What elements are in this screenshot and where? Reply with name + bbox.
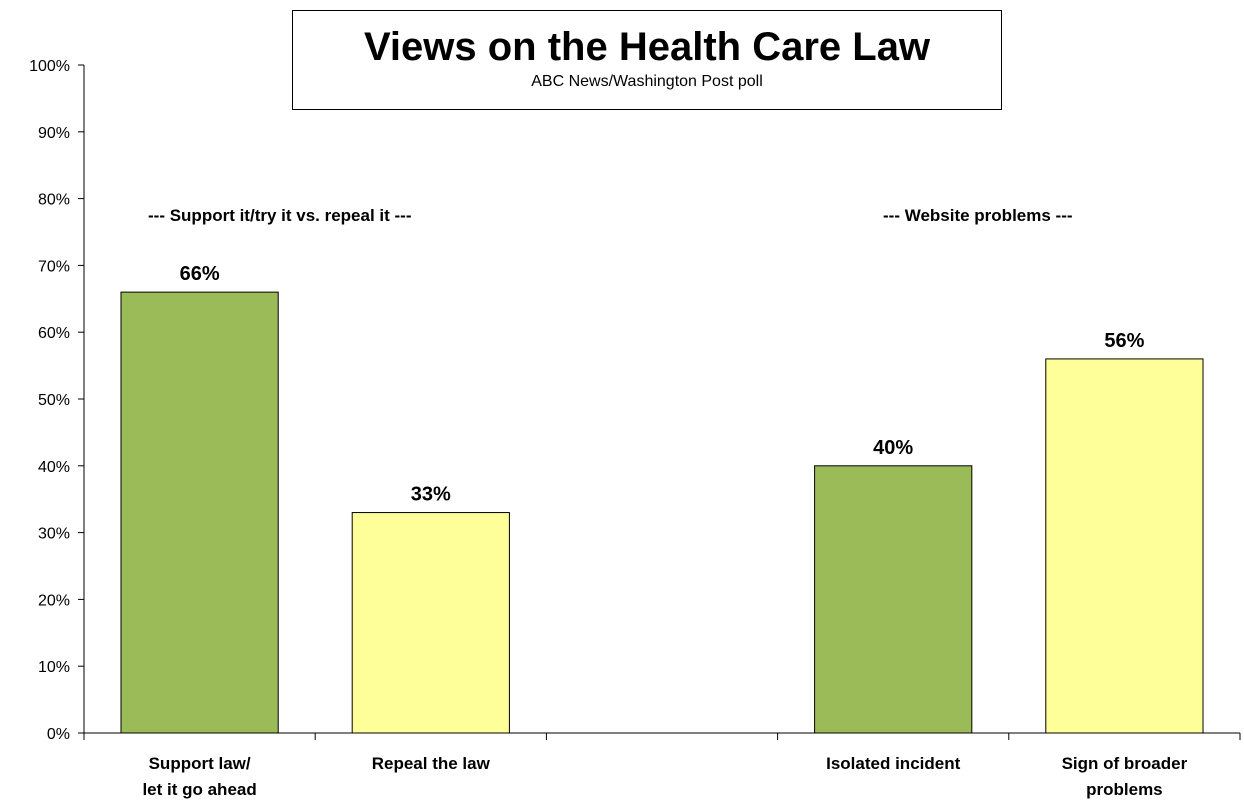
- x-tick-label: problems: [1086, 780, 1163, 799]
- x-tick-label: Isolated incident: [826, 754, 960, 773]
- x-tick-label: Support law/: [149, 754, 251, 773]
- chart-subtitle: ABC News/Washington Post poll: [531, 73, 763, 90]
- y-tick-label: 40%: [38, 459, 70, 476]
- y-tick-label: 10%: [38, 659, 70, 676]
- group-label-support-repeal: --- Support it/try it vs. repeal it ---: [148, 206, 412, 225]
- y-tick-label: 80%: [38, 192, 70, 209]
- data-label: 56%: [1104, 330, 1144, 352]
- data-label: 33%: [411, 484, 451, 506]
- axes: 0% 10% 20% 30% 40% 50% 60% 70% 80% 90% 100%: [29, 58, 1241, 743]
- y-tick-label: 100%: [29, 58, 70, 75]
- chart-title: Views on the Health Care Law: [363, 25, 931, 69]
- bar: [1045, 358, 1204, 734]
- title-box: Views on the Health Care Law ABC News/Wa…: [292, 10, 1002, 110]
- bar: [120, 291, 279, 734]
- x-tick-label: Sign of broader: [1062, 754, 1188, 773]
- labels: 66% Support law/let it go ahead 33% Repeal …: [142, 263, 1187, 799]
- data-label: 66%: [180, 263, 220, 285]
- bar: [814, 465, 973, 734]
- y-tick-label: 30%: [38, 526, 70, 543]
- data-label: 40%: [873, 437, 913, 459]
- x-tick-label: Repeal the law: [372, 754, 491, 773]
- y-tick-label: 60%: [38, 325, 70, 342]
- y-tick-label: 50%: [38, 392, 70, 409]
- y-tick-label: 70%: [38, 258, 70, 275]
- group-label-website-problems: --- Website problems ---: [883, 206, 1073, 225]
- bars: [120, 291, 1204, 734]
- y-tick-label: 90%: [38, 125, 70, 142]
- y-tick-label: 0%: [47, 726, 70, 743]
- bar: [351, 512, 510, 734]
- x-tick-label: let it go ahead: [142, 780, 256, 799]
- y-tick-label: 20%: [38, 592, 70, 609]
